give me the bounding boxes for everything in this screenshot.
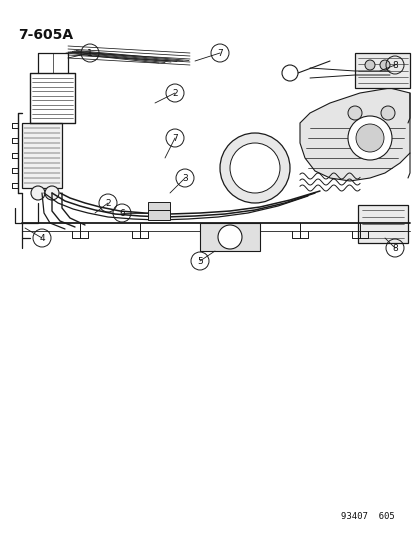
Circle shape — [31, 186, 45, 200]
Circle shape — [355, 124, 383, 152]
Text: 7-605A: 7-605A — [18, 28, 73, 42]
Text: 8: 8 — [391, 244, 397, 253]
FancyBboxPatch shape — [354, 53, 409, 88]
Text: 2: 2 — [172, 88, 177, 98]
Text: 5: 5 — [197, 256, 202, 265]
Circle shape — [219, 133, 289, 203]
Text: 4: 4 — [39, 233, 45, 243]
Polygon shape — [299, 88, 409, 181]
Circle shape — [380, 106, 394, 120]
FancyBboxPatch shape — [147, 202, 170, 210]
FancyBboxPatch shape — [147, 210, 170, 220]
Circle shape — [379, 60, 389, 70]
Circle shape — [347, 106, 361, 120]
Circle shape — [45, 186, 59, 200]
Circle shape — [218, 225, 242, 249]
FancyBboxPatch shape — [199, 223, 259, 251]
Text: 2: 2 — [105, 198, 111, 207]
Text: 1: 1 — [87, 49, 93, 58]
Text: 6: 6 — [119, 208, 125, 217]
Text: 3: 3 — [182, 174, 188, 182]
FancyBboxPatch shape — [357, 205, 407, 243]
FancyBboxPatch shape — [22, 123, 62, 188]
Text: 7: 7 — [216, 49, 222, 58]
Circle shape — [281, 65, 297, 81]
Circle shape — [364, 60, 374, 70]
Circle shape — [347, 116, 391, 160]
Text: 8: 8 — [391, 61, 397, 69]
Circle shape — [230, 143, 279, 193]
Text: 7: 7 — [172, 133, 178, 142]
Text: 93407  605: 93407 605 — [340, 512, 394, 521]
